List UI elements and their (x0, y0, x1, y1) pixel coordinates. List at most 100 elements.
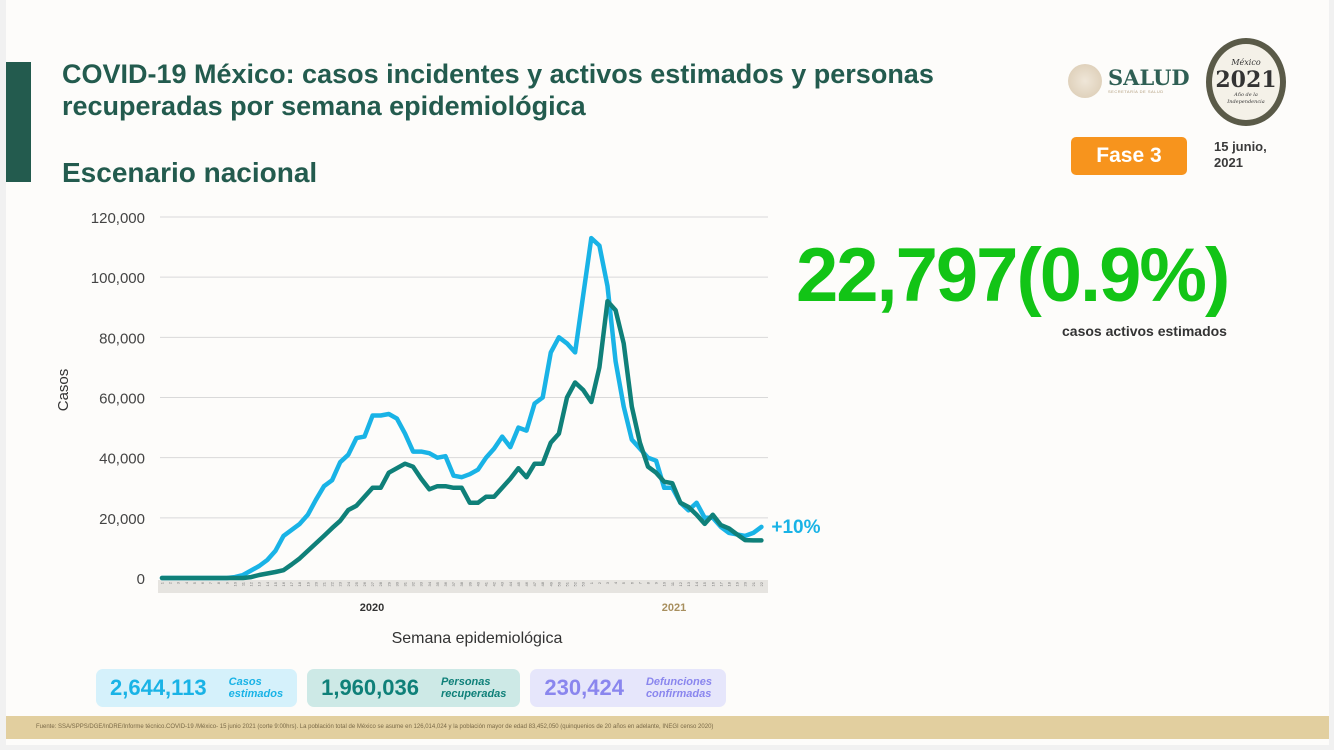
x-tick-label: 21 (322, 581, 327, 586)
card-label: confirmadas (645, 688, 712, 700)
x-tick-label: 3 (605, 581, 610, 584)
x-tick-label: 46 (524, 581, 529, 586)
x-tick-label: 1 (589, 581, 594, 584)
y-tick-label: 80,000 (99, 330, 145, 347)
x-tick-label: 31 (403, 581, 408, 586)
phase-badge: Fase 3 (1071, 137, 1187, 175)
logo-top-text: México (1231, 58, 1261, 67)
x-tick-label: 32 (411, 581, 416, 586)
page-title: COVID-19 México: casos incidentes y acti… (62, 59, 934, 121)
x-tick-label: 22 (330, 581, 335, 586)
x-tick-label: 48 (540, 581, 545, 586)
x-tick-label: 35 (435, 581, 440, 586)
x-tick-label: 21 (751, 581, 756, 586)
x-tick-label: 52 (573, 581, 578, 586)
y-tick-label: 60,000 (99, 391, 145, 408)
x-tick-label: 7 (637, 581, 642, 584)
x-tick-label: 13 (686, 581, 691, 586)
active-cases-label: casos activos estimados (1062, 323, 1227, 339)
year-label-2021: 2021 (662, 602, 686, 614)
x-tick-label: 11 (241, 581, 246, 586)
x-tick-label: 14 (265, 581, 270, 586)
report-date: 15 junio, 2021 (1214, 139, 1267, 170)
x-axis-band (158, 580, 768, 593)
card-deaths: 230,424 Defunciones confirmadas (530, 669, 726, 707)
x-tick-label: 25 (354, 581, 359, 586)
card-label: Defunciones (645, 676, 712, 688)
x-tick-label: 9 (224, 581, 229, 584)
summary-cards: 2,644,113 Casos estimados 1,960,036 Perso… (96, 669, 726, 707)
x-tick-label: 5 (621, 581, 626, 584)
x-tick-label: 16 (710, 581, 715, 586)
active-cases-value: 22,797(0.9%) (796, 233, 1230, 318)
x-tick-label: 18 (727, 581, 732, 586)
logo-year: 2021 (1215, 67, 1277, 93)
mexico-2021-logo: México 2021 Año de la Independencia (1206, 38, 1286, 126)
coat-of-arms-icon (1068, 64, 1102, 98)
x-tick-label: 45 (516, 581, 521, 586)
x-tick-label: 36 (443, 581, 448, 586)
card-label: Casos (228, 676, 262, 688)
x-tick-label: 38 (459, 581, 464, 586)
x-tick-label: 17 (289, 581, 294, 586)
x-tick-label: 10 (232, 581, 237, 586)
x-tick-label: 51 (565, 581, 570, 586)
year-label-2020: 2020 (360, 602, 384, 614)
y-tick-label: 100,000 (91, 270, 145, 287)
y-tick-label: 20,000 (99, 511, 145, 528)
card-recovered: 1,960,036 Personas recuperadas (307, 669, 521, 707)
x-tick-label: 14 (694, 581, 699, 586)
x-tick-label: 43 (500, 581, 505, 586)
x-tick-label: 15 (702, 581, 707, 586)
x-tick-label: 30 (394, 581, 399, 586)
x-tick-label: 50 (556, 581, 561, 586)
x-tick-label: 42 (492, 581, 497, 586)
x-tick-label: 19 (735, 581, 740, 586)
x-tick-label: 12 (678, 581, 683, 586)
y-tick-label: 40,000 (99, 451, 145, 468)
x-tick-label: 47 (532, 581, 537, 586)
x-tick-label: 24 (346, 581, 351, 586)
x-tick-label: 41 (484, 581, 489, 586)
x-axis-title: Semana epidemiológica (392, 630, 563, 647)
x-tick-label: 2 (597, 581, 602, 584)
salud-logo-subtext: SECRETARÍA DE SALUD (1108, 89, 1164, 94)
x-tick-label: 27 (370, 581, 375, 586)
x-tick-label: 22 (759, 581, 764, 586)
series-line-2 (159, 298, 764, 581)
y-axis-title: Casos (55, 369, 72, 412)
x-tick-label: 20 (313, 581, 318, 586)
x-tick-label: 16 (281, 581, 286, 586)
x-tick-label: 26 (362, 581, 367, 586)
x-tick-label: 6 (629, 581, 634, 584)
x-tick-label: 18 (297, 581, 302, 586)
y-tick-label: 120,000 (91, 210, 145, 227)
salud-logo-text: SALUD (1108, 65, 1190, 90)
x-tick-label: 8 (216, 581, 221, 584)
y-tick-label: 0 (137, 571, 145, 588)
card-value: 230,424 (544, 675, 624, 700)
page-subtitle: Escenario nacional (62, 157, 318, 188)
x-tick-label: 37 (451, 581, 456, 586)
card-label: estimados (228, 688, 284, 700)
x-tick-label: 15 (273, 581, 278, 586)
x-tick-label: 23 (338, 581, 343, 586)
salud-logo: SALUD SECRETARÍA DE SALUD (1068, 64, 1190, 98)
x-tick-label: 4 (184, 581, 189, 584)
x-tick-label: 29 (386, 581, 391, 586)
x-tick-label: 40 (475, 581, 480, 586)
x-tick-label: 4 (613, 581, 618, 584)
logo-bottom-text: Año de la Independencia (1227, 92, 1265, 105)
x-tick-label: 12 (249, 581, 254, 586)
x-tick-label: 13 (257, 581, 262, 586)
x-tick-label: 28 (378, 581, 383, 586)
x-tick-label: 7 (208, 581, 213, 584)
x-tick-label: 39 (467, 581, 472, 586)
x-tick-label: 5 (192, 581, 197, 584)
slide: COVID-19 México: casos incidentes y acti… (6, 0, 1329, 745)
x-tick-label: 53 (581, 581, 586, 586)
x-tick-label: 34 (427, 581, 432, 586)
card-label: Personas (440, 676, 491, 688)
accent-bar (6, 62, 31, 182)
